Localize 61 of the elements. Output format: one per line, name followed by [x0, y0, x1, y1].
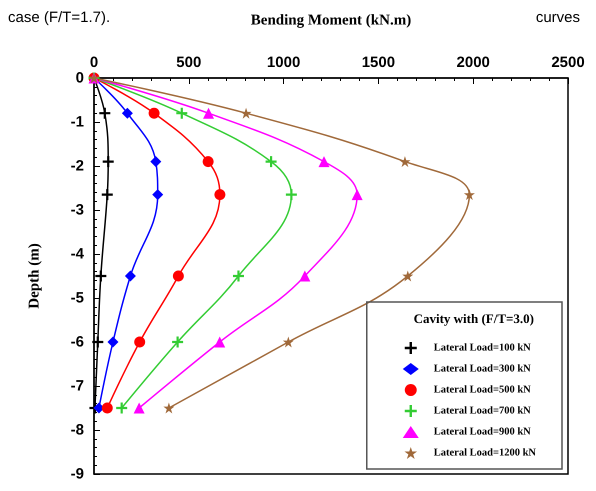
legend-label: Lateral Load=300 kN	[434, 364, 532, 374]
point	[318, 156, 330, 168]
point	[99, 108, 110, 119]
point	[240, 108, 252, 119]
point	[95, 270, 106, 282]
point	[163, 402, 174, 414]
x-tick-label: 2500	[551, 54, 585, 71]
point	[172, 270, 184, 282]
point	[92, 336, 104, 348]
legend-label: Lateral Load=500 kN	[434, 384, 532, 396]
legend-label: Lateral Load=700 kN	[434, 406, 532, 416]
x-axis-title: Bending Moment (kN.m)	[250, 12, 412, 28]
point	[266, 156, 277, 168]
point	[148, 108, 160, 119]
point	[464, 189, 475, 200]
point	[150, 156, 162, 168]
y-tick-label: -4	[70, 246, 85, 262]
y-axis-title: Depth (m)	[26, 243, 42, 309]
point	[102, 156, 114, 168]
point	[402, 270, 414, 282]
point	[282, 336, 294, 348]
point	[102, 189, 113, 200]
legend-label: Lateral Load=100 kN	[434, 342, 532, 354]
legend-label: Lateral Load=900 kN	[434, 426, 532, 438]
point	[122, 108, 133, 119]
point	[102, 402, 113, 414]
y-tick-label: -2	[70, 158, 84, 174]
point	[176, 108, 188, 119]
point	[107, 336, 118, 348]
y-tick-label: -5	[70, 290, 84, 306]
point	[172, 336, 184, 348]
point	[124, 270, 136, 282]
point	[214, 189, 226, 200]
y-tick-label: -9	[70, 466, 84, 482]
x-tick-label: 1000	[266, 54, 300, 71]
y-tick-label: 0	[76, 70, 84, 86]
y-tick-label: -6	[70, 334, 84, 350]
point	[352, 189, 363, 200]
y-tick-label: -7	[70, 378, 84, 394]
legend-title: Cavity with (F/T=3.0)	[414, 311, 534, 326]
point	[134, 402, 145, 414]
text: curves	[536, 9, 580, 26]
x-tick-label: 2000	[456, 54, 490, 71]
x-tick-label: 1500	[362, 54, 396, 71]
point	[232, 270, 244, 282]
x-tick-label: 0	[90, 54, 98, 71]
text: case (F/T=1.7).	[8, 9, 110, 26]
point	[399, 156, 410, 168]
y-tick-label: -8	[70, 422, 84, 438]
point	[202, 156, 214, 168]
point	[214, 336, 226, 348]
point	[299, 270, 310, 282]
point	[134, 336, 146, 348]
y-tick-label: -3	[70, 202, 84, 218]
legend-label: Lateral Load=1200 kN	[434, 448, 536, 458]
point	[152, 189, 164, 200]
y-tick-label: -1	[70, 114, 84, 130]
point	[286, 189, 297, 200]
point	[116, 402, 128, 414]
x-tick-label: 500	[176, 54, 202, 71]
point	[203, 108, 214, 119]
